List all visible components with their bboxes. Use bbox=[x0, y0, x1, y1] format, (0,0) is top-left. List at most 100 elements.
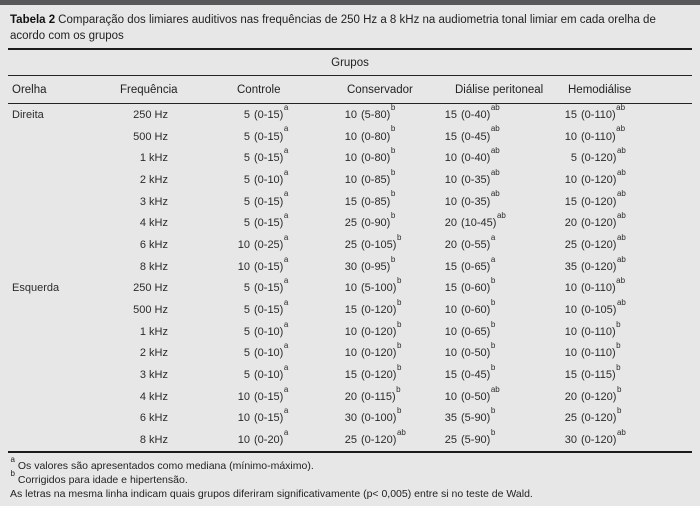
median-value: 10 bbox=[444, 304, 457, 317]
value-cell: 20 (0-120)b bbox=[522, 384, 692, 403]
value-cell: 25 (0-90)b bbox=[292, 212, 402, 230]
median-value: 15 bbox=[444, 130, 457, 143]
significance-superscript: b bbox=[396, 362, 402, 372]
significance-superscript: a bbox=[283, 211, 289, 221]
median-value: 5 bbox=[243, 130, 250, 143]
header-divider bbox=[8, 103, 692, 104]
range-value: (0-105)b bbox=[361, 232, 402, 251]
value-cell: 15 (0-120)b bbox=[292, 298, 402, 317]
range-value: (0-110)ab bbox=[581, 276, 626, 295]
significance-superscript: ab bbox=[616, 189, 626, 199]
value-cell: 10 (0-80)b bbox=[292, 125, 402, 143]
range-value: (0-85)b bbox=[361, 167, 396, 186]
significance-superscript: b bbox=[390, 211, 396, 221]
median-value: 15 bbox=[564, 195, 577, 208]
range-value: (0-55)a bbox=[461, 232, 496, 251]
median-value: 10 bbox=[237, 260, 250, 273]
significance-superscript: b bbox=[396, 319, 402, 329]
median-value: 10 bbox=[344, 325, 357, 338]
value-cell: 10 (0-35)ab bbox=[402, 168, 522, 186]
range-value: (0-120)b bbox=[361, 341, 402, 360]
value-cell: 30 (0-100)b bbox=[292, 407, 402, 425]
value-cell: 10 (0-110)ab bbox=[522, 125, 692, 143]
column-header-frequencia: Frequência bbox=[120, 83, 178, 96]
footnote-superscript: b bbox=[10, 468, 15, 478]
significance-superscript: b bbox=[490, 362, 496, 372]
median-value: 5 bbox=[243, 369, 250, 382]
range-value: (0-60)b bbox=[461, 276, 496, 295]
value-cell: 5 (0-15)a bbox=[182, 212, 292, 230]
range-value: (0-45)ab bbox=[461, 124, 500, 143]
range-value: (0-120)ab bbox=[581, 254, 626, 273]
value-cell: 25 (0-120)ab bbox=[522, 233, 692, 251]
range-value: (0-120)b bbox=[581, 384, 622, 403]
range-value: (10-45)ab bbox=[461, 211, 506, 230]
range-value: (0-15)a bbox=[254, 297, 289, 317]
median-value: 5 bbox=[243, 152, 250, 165]
median-value: 5 bbox=[243, 173, 250, 186]
median-value: 10 bbox=[344, 108, 357, 121]
median-value: 25 bbox=[344, 434, 357, 447]
median-value: 15 bbox=[344, 304, 357, 317]
table-caption-text: Comparação dos limiares auditivos nas fr… bbox=[10, 14, 656, 42]
column-header-conservador: Conservador bbox=[347, 83, 413, 96]
significance-superscript: a bbox=[283, 102, 289, 112]
table-row: 4 kHz 10 (0-15)a 20 (0-115)b 10 (0-50)ab 20 (0-1… bbox=[8, 384, 692, 408]
value-cell: 5 (0-15)a bbox=[182, 125, 292, 143]
value-cell: 10 (0-120)b bbox=[292, 320, 402, 338]
value-cell: 10 (5-100)b bbox=[292, 277, 402, 295]
value-cell: 5 (0-10)a bbox=[182, 167, 292, 186]
median-value: 5 bbox=[243, 108, 250, 121]
significance-superscript: b bbox=[396, 232, 402, 242]
range-value: (0-120)ab bbox=[581, 428, 626, 447]
value-cell: 20 (0-115)b bbox=[292, 385, 402, 403]
frequency-cell: 4 kHz bbox=[139, 390, 168, 403]
range-value: (0-85)b bbox=[361, 189, 396, 208]
range-value: (0-60)b bbox=[461, 297, 496, 317]
value-cell: 35 (0-120)ab bbox=[522, 254, 692, 273]
median-value: 20 bbox=[444, 217, 457, 230]
median-value: 10 bbox=[444, 173, 457, 186]
significance-superscript: a bbox=[283, 384, 289, 394]
median-value: 10 bbox=[564, 304, 577, 317]
range-value: (5-80)b bbox=[361, 102, 396, 121]
value-cell: 10 (0-120)b bbox=[292, 341, 402, 360]
significance-superscript: b bbox=[390, 167, 396, 177]
significance-superscript: ab bbox=[490, 146, 500, 156]
range-value: (0-10)a bbox=[254, 167, 289, 186]
value-cell: 20 (10-45)ab bbox=[402, 211, 522, 230]
range-value: (0-65)a bbox=[461, 254, 496, 273]
range-value: (0-115)b bbox=[581, 362, 621, 382]
significance-superscript: ab bbox=[490, 384, 500, 394]
range-value: (0-120)ab bbox=[581, 167, 626, 186]
footnotes: a Os valores são apresentados como media… bbox=[0, 453, 700, 501]
value-cell: 15 (0-120)b bbox=[292, 363, 402, 381]
median-value: 10 bbox=[564, 173, 577, 186]
significance-superscript: b bbox=[396, 384, 401, 394]
median-value: 10 bbox=[564, 130, 577, 143]
significance-superscript: b bbox=[390, 124, 396, 134]
significance-superscript: b bbox=[390, 254, 396, 264]
value-cell: 35 (5-90)b bbox=[402, 407, 522, 425]
table-row: 8 kHz 10 (0-20)a 25 (0-120)ab 25 (5-90)b 30 (0-1… bbox=[8, 429, 692, 451]
significance-superscript: ab bbox=[616, 428, 626, 437]
group-divider bbox=[8, 75, 692, 76]
significance-superscript: a bbox=[283, 254, 289, 264]
frequency-cell: 500 Hz bbox=[133, 304, 168, 317]
table-row: Esquerda 250 Hz 5 (0-15)a 10 (5-100)b 15 (0-60)… bbox=[8, 276, 692, 300]
significance-superscript: b bbox=[390, 146, 396, 156]
table-caption: Tabela 2 Comparação dos limiares auditivo… bbox=[0, 5, 700, 48]
range-value: (0-120)ab bbox=[361, 428, 406, 447]
median-value: 20 bbox=[344, 390, 357, 403]
significance-superscript: b bbox=[396, 297, 402, 307]
group-header-label: Grupos bbox=[331, 56, 369, 69]
value-cell: 15 (0-110)ab bbox=[522, 103, 692, 121]
median-value: 10 bbox=[344, 282, 357, 295]
significance-superscript: a bbox=[283, 167, 289, 177]
value-cell: 25 (0-120)b bbox=[522, 407, 692, 425]
frequency-cell: 6 kHz bbox=[139, 412, 168, 425]
significance-superscript: b bbox=[490, 319, 496, 329]
significance-superscript: b bbox=[490, 297, 496, 307]
footnote-line: b Corrigidos para idade e hipertensão. bbox=[10, 468, 188, 486]
value-cell: 10 (0-20)a bbox=[182, 429, 292, 447]
